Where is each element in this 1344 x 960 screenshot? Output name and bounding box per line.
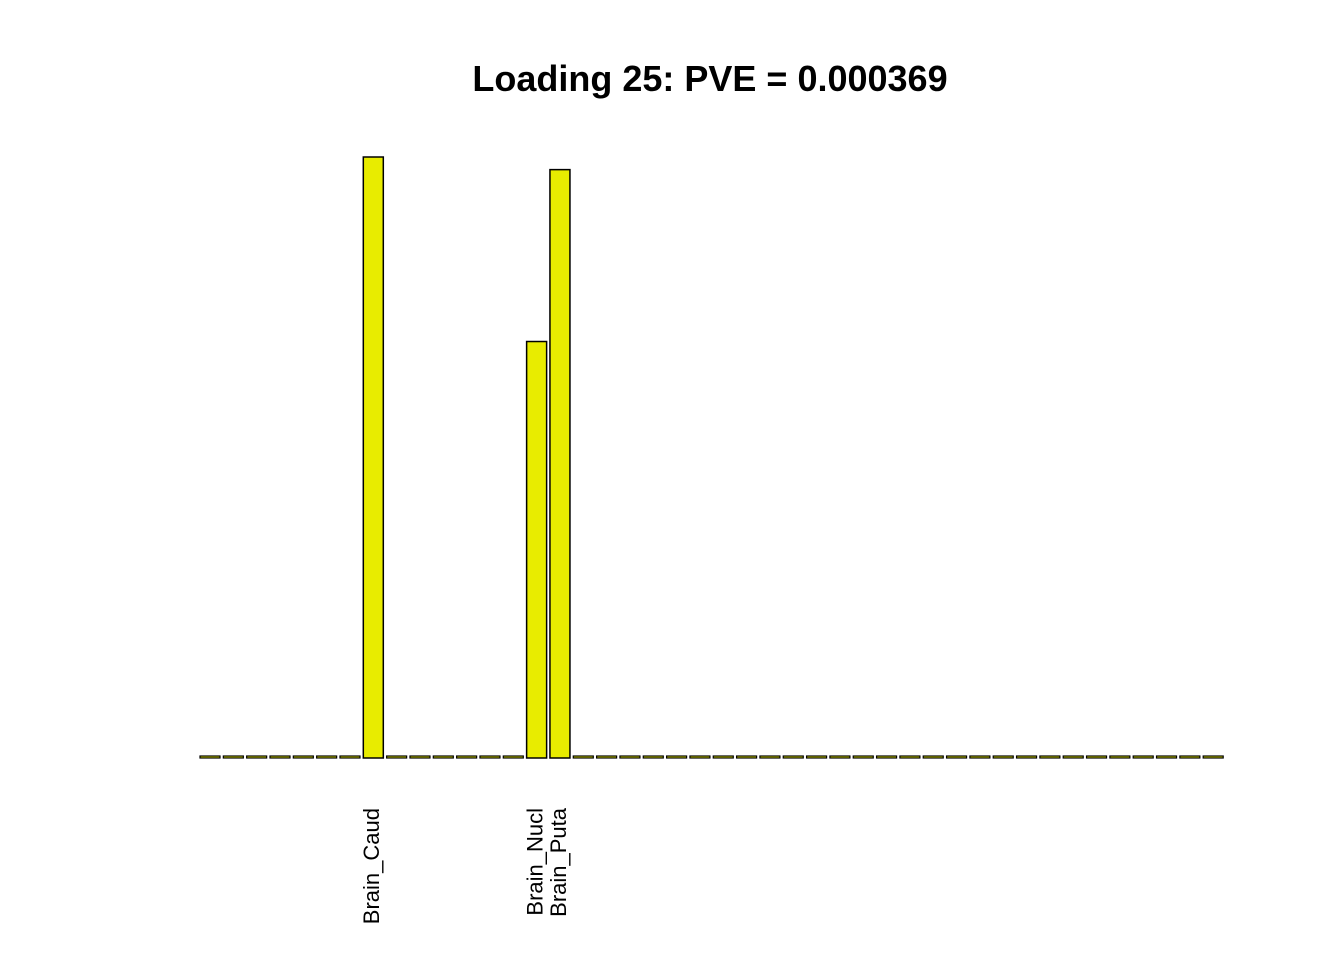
bar-30 — [899, 755, 921, 759]
bar-2 — [246, 755, 268, 759]
bar-0 — [199, 755, 221, 759]
bar-22 — [712, 755, 734, 759]
tick-label-brain-caud: Brain_Caud — [359, 808, 384, 924]
bar-41 — [1155, 755, 1178, 759]
tick-label-brain-puta: Brain_Puta — [546, 807, 571, 917]
bar-15 — [549, 168, 571, 759]
bar-1 — [222, 755, 244, 759]
bar-33 — [969, 755, 991, 759]
bar-39 — [1109, 755, 1131, 759]
bar-10 — [432, 755, 454, 759]
bar-9 — [409, 755, 431, 759]
bar-4 — [292, 755, 314, 759]
bar-28 — [852, 755, 874, 759]
bar-18 — [619, 755, 641, 759]
bar-27 — [829, 755, 851, 759]
tick-label-brain-nucl: Brain_Nucl — [522, 808, 547, 916]
chart-title: Loading 25: PVE = 0.000369 — [472, 58, 948, 99]
bar-32 — [945, 755, 968, 759]
bar-14 — [525, 340, 548, 759]
bar-3 — [269, 755, 291, 759]
bar-36 — [1039, 755, 1061, 759]
bar-24 — [759, 755, 781, 759]
bar-20 — [665, 755, 688, 759]
bar-42 — [1179, 755, 1201, 759]
bar-8 — [386, 755, 408, 759]
bar-19 — [642, 755, 664, 759]
bar-16 — [572, 755, 594, 759]
bar-23 — [735, 755, 758, 759]
bar-7 — [362, 156, 385, 759]
bar-38 — [1085, 755, 1108, 759]
bar-11 — [456, 755, 478, 759]
bar-31 — [922, 755, 944, 759]
bar-37 — [1062, 755, 1084, 759]
bar-5 — [316, 755, 338, 759]
bar-21 — [689, 755, 711, 759]
bar-43 — [1202, 755, 1224, 759]
bar-26 — [805, 755, 828, 759]
bar-35 — [1015, 755, 1038, 759]
bar-6 — [339, 755, 361, 759]
bar-25 — [782, 755, 804, 759]
bar-17 — [596, 755, 618, 759]
bar-34 — [992, 755, 1014, 759]
bar-13 — [502, 755, 524, 759]
bar-40 — [1132, 755, 1154, 759]
bar-12 — [479, 755, 501, 759]
bar-29 — [875, 755, 898, 759]
